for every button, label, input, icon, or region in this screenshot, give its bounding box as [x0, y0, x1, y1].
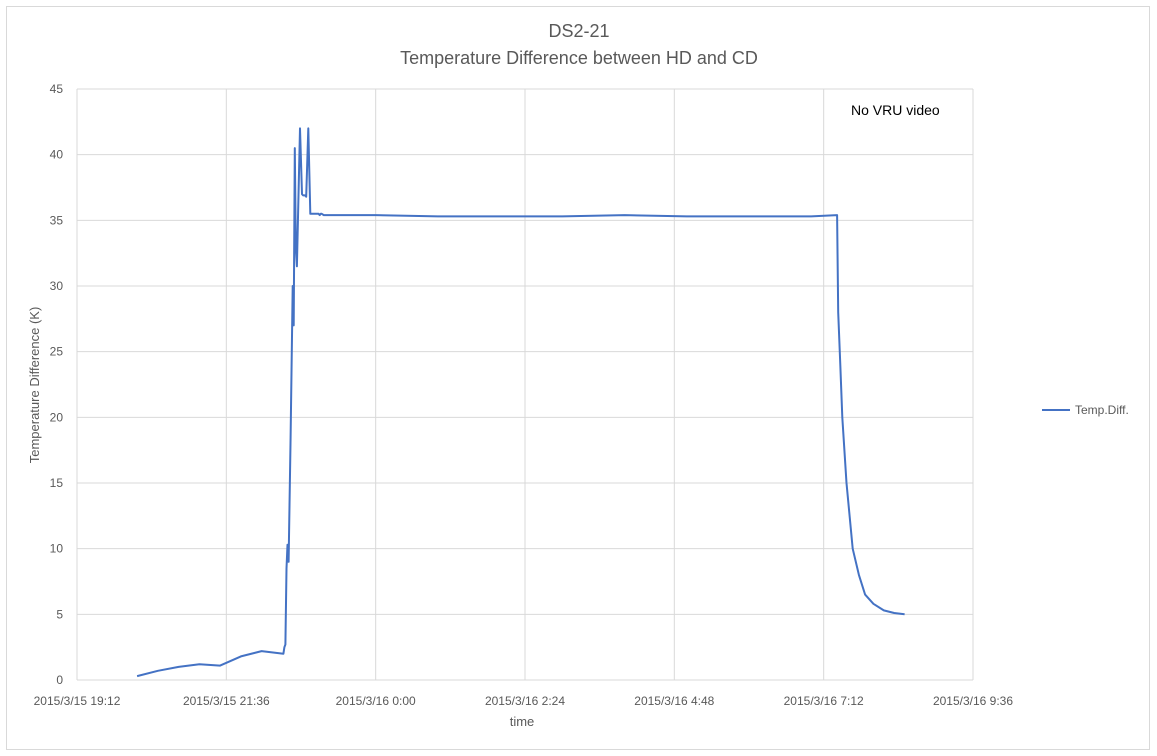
- chart-area: DS2-21 Temperature Difference between HD…: [6, 6, 1150, 750]
- line-chart: DS2-21 Temperature Difference between HD…: [27, 21, 1129, 729]
- x-tick-label: 2015/3/16 9:36: [933, 694, 1013, 708]
- legend-label: Temp.Diff.: [1075, 403, 1129, 417]
- x-tick-label: 2015/3/16 7:12: [784, 694, 864, 708]
- x-axis-title: time: [510, 714, 535, 729]
- y-axis: 0 5 10 15 20 25 30 35 40 45: [50, 82, 64, 687]
- chart-title: DS2-21: [548, 21, 609, 41]
- y-tick-label: 30: [50, 279, 64, 293]
- y-tick-label: 45: [50, 82, 64, 96]
- x-tick-label: 2015/3/15 19:12: [34, 694, 121, 708]
- gridlines: [76, 88, 974, 681]
- x-tick-label: 2015/3/15 21:36: [183, 694, 270, 708]
- legend: Temp.Diff.: [1042, 403, 1129, 417]
- y-tick-label: 0: [56, 673, 63, 687]
- y-tick-label: 5: [56, 607, 63, 621]
- x-tick-label: 2015/3/16 0:00: [336, 694, 416, 708]
- x-axis: 2015/3/15 19:12 2015/3/15 21:36 2015/3/16 …: [34, 694, 1014, 708]
- annotation-no-vru-video: No VRU video: [851, 102, 940, 118]
- x-tick-label: 2015/3/16 2:24: [485, 694, 565, 708]
- y-tick-label: 25: [50, 345, 64, 359]
- x-tick-label: 2015/3/16 4:48: [634, 694, 714, 708]
- chart-subtitle: Temperature Difference between HD and CD: [400, 48, 758, 68]
- series-line-temp-diff: [136, 127, 905, 678]
- y-tick-label: 10: [50, 542, 64, 556]
- series-group: [136, 127, 905, 678]
- y-tick-label: 35: [50, 213, 64, 227]
- y-tick-label: 40: [50, 148, 64, 162]
- y-tick-label: 20: [50, 410, 64, 424]
- y-axis-title: Temperature Difference (K): [27, 307, 42, 464]
- y-tick-label: 15: [50, 476, 64, 490]
